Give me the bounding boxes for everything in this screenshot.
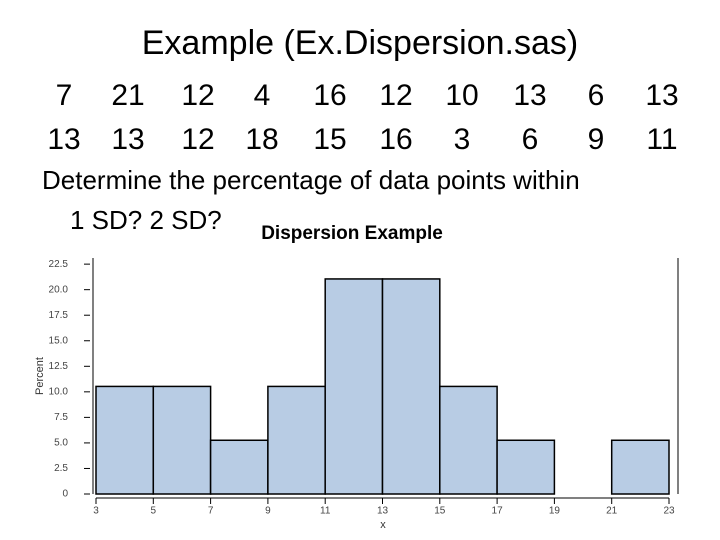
x-tick-label: 3 — [93, 506, 99, 517]
x-tick-label: 5 — [151, 506, 157, 517]
data-value: 3 — [454, 123, 471, 156]
data-value: 15 — [313, 123, 346, 156]
data-value: 13 — [111, 123, 144, 156]
data-value: 16 — [379, 123, 412, 156]
data-value: 16 — [313, 79, 346, 112]
x-tick-label: 15 — [434, 506, 446, 517]
bar — [324, 278, 384, 495]
question: Determine the percentage of data points … — [42, 165, 580, 195]
chart-title: Dispersion Example — [261, 223, 443, 244]
y-tick-label: 5.0 — [54, 438, 68, 449]
data-value: 6 — [588, 79, 605, 112]
data-value: 6 — [522, 123, 539, 156]
bar — [267, 385, 326, 495]
y-tick-label: 2.5 — [54, 463, 68, 474]
y-tick-label: 10.0 — [49, 386, 69, 397]
y-tick-label: 15.0 — [49, 335, 69, 346]
bar — [209, 439, 269, 495]
data-value: 12 — [379, 79, 412, 112]
x-tick-label: 19 — [549, 506, 561, 517]
y-tick-label: 0 — [62, 489, 68, 500]
bar — [152, 385, 212, 495]
y-tick-label: 12.5 — [49, 361, 69, 372]
x-axis-label: x — [380, 519, 386, 531]
x-tick-label: 17 — [492, 506, 504, 517]
data-value: 7 — [56, 79, 73, 112]
y-tick-label: 20.0 — [49, 284, 69, 295]
y-tick-label: 7.5 — [54, 412, 68, 423]
data-value: 10 — [445, 79, 478, 112]
x-tick-label: 13 — [377, 506, 389, 517]
data-value: 18 — [245, 123, 278, 156]
data-value: 9 — [588, 123, 605, 156]
question: 1 SD? 2 SD? — [70, 205, 222, 235]
x-tick-label: 9 — [265, 506, 271, 517]
y-axis-label: Percent — [34, 357, 46, 395]
x-tick-label: 7 — [208, 506, 214, 517]
data-value: 13 — [513, 79, 546, 112]
data-value: 11 — [646, 123, 677, 156]
bar — [439, 385, 498, 495]
data-value: 12 — [181, 123, 214, 156]
data-value: 13 — [47, 123, 80, 156]
data-value: 4 — [254, 79, 271, 112]
x-tick-label: 11 — [320, 506, 331, 517]
y-tick-label: 22.5 — [49, 259, 69, 270]
data-value: 12 — [181, 79, 214, 112]
data-value: 21 — [111, 79, 144, 112]
bar — [496, 439, 556, 495]
data-value: 13 — [645, 79, 678, 112]
bar — [381, 278, 441, 495]
bar — [95, 385, 155, 495]
bar — [610, 439, 670, 495]
slide-title: Example (Ex.Dispersion.sas) — [142, 24, 578, 62]
x-tick-label: 23 — [663, 506, 675, 517]
x-tick-label: 21 — [606, 506, 618, 517]
y-tick-label: 17.5 — [49, 310, 69, 321]
